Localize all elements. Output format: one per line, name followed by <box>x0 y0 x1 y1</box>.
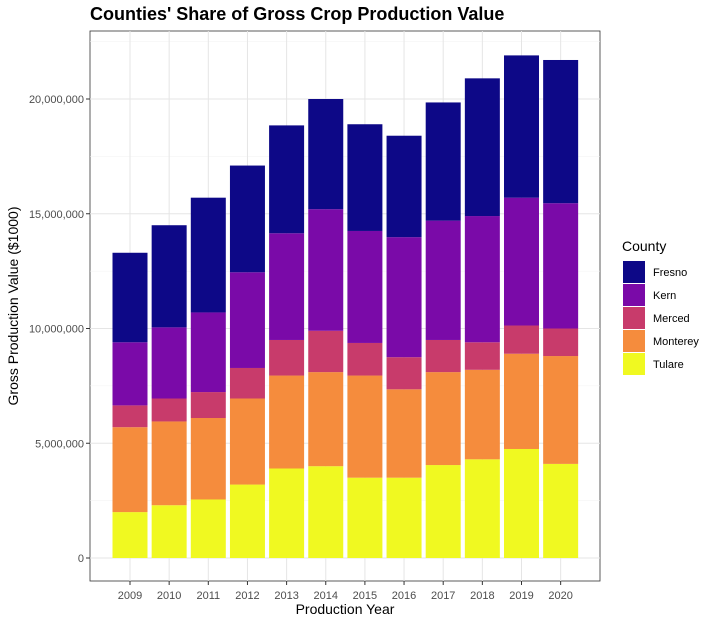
x-tick-label: 2012 <box>235 590 259 602</box>
x-tick-label: 2017 <box>431 590 455 602</box>
bar-kern-2009 <box>112 342 148 406</box>
bar-kern-2017 <box>425 220 461 340</box>
bar-tulare-2013 <box>269 468 305 558</box>
y-tick-label: 10,000,000 <box>29 324 84 336</box>
bar-kern-2015 <box>347 230 383 343</box>
legend-title: County <box>622 238 666 254</box>
x-tick-label: 2010 <box>157 590 181 602</box>
bar-monterey-2016 <box>386 389 422 478</box>
bar-tulare-2011 <box>190 499 226 558</box>
x-tick-label: 2019 <box>509 590 533 602</box>
bar-monterey-2009 <box>112 427 148 513</box>
bar-merced-2010 <box>151 398 187 422</box>
bar-fresno-2020 <box>543 59 579 204</box>
legend-label-monterey: Monterey <box>653 336 699 348</box>
y-tick-label: 5,000,000 <box>35 438 84 450</box>
bar-merced-2015 <box>347 342 383 376</box>
bar-merced-2012 <box>229 367 265 399</box>
bar-kern-2019 <box>504 197 539 326</box>
bar-kern-2013 <box>269 233 305 340</box>
bar-fresno-2019 <box>504 55 539 198</box>
legend-key-kern <box>623 284 645 306</box>
bar-merced-2013 <box>269 339 305 376</box>
bar-kern-2012 <box>229 272 265 368</box>
bar-kern-2016 <box>386 237 422 358</box>
bar-monterey-2011 <box>190 418 226 500</box>
x-tick-label: 2018 <box>470 590 494 602</box>
bar-merced-2017 <box>425 339 461 373</box>
bar-monterey-2013 <box>269 375 305 469</box>
bar-fresno-2012 <box>229 165 265 273</box>
bar-monterey-2010 <box>151 421 187 506</box>
bar-monterey-2017 <box>425 372 461 466</box>
legend-label-kern: Kern <box>653 290 676 302</box>
bar-merced-2019 <box>504 325 539 354</box>
bar-fresno-2014 <box>308 99 344 210</box>
bar-tulare-2019 <box>504 448 539 558</box>
x-axis: 2009 2010 2011 2012 2013 2014 2015 2016 2017 2018… <box>118 581 573 602</box>
x-tick-label: 2009 <box>118 590 142 602</box>
bar-kern-2010 <box>151 327 187 399</box>
bar-merced-2011 <box>190 392 226 419</box>
bar-merced-2020 <box>543 328 579 357</box>
legend-key-tulare <box>623 353 645 375</box>
bar-monterey-2019 <box>504 353 539 449</box>
x-tick-label: 2016 <box>392 590 416 602</box>
x-tick-label: 2014 <box>314 590 338 602</box>
bar-tulare-2009 <box>112 512 148 558</box>
bar-merced-2018 <box>464 342 500 370</box>
legend-key-fresno <box>623 261 645 283</box>
bar-monterey-2018 <box>464 369 500 460</box>
x-tick-label: 2011 <box>196 590 220 602</box>
bar-merced-2014 <box>308 330 344 373</box>
legend: County Fresno Kern Merced Monterey Tulare <box>622 238 699 375</box>
x-tick-label: 2020 <box>548 590 572 602</box>
legend-label-merced: Merced <box>653 313 690 325</box>
bar-tulare-2017 <box>425 465 461 558</box>
bar-fresno-2015 <box>347 124 383 231</box>
bar-fresno-2011 <box>190 197 226 313</box>
y-axis-title: Gross Production Value ($1000) <box>5 207 21 406</box>
bar-kern-2011 <box>190 312 226 393</box>
bar-monterey-2020 <box>543 356 579 464</box>
bar-tulare-2018 <box>464 459 500 558</box>
bar-tulare-2010 <box>151 505 187 558</box>
y-tick-label: 0 <box>78 553 84 565</box>
bar-fresno-2016 <box>386 135 422 238</box>
bar-tulare-2016 <box>386 477 422 558</box>
x-tick-label: 2015 <box>353 590 377 602</box>
bar-tulare-2020 <box>543 463 579 558</box>
bar-fresno-2017 <box>425 102 461 221</box>
bar-merced-2009 <box>112 405 148 428</box>
bar-kern-2014 <box>308 209 344 331</box>
legend-label-fresno: Fresno <box>653 267 687 279</box>
y-tick-label: 15,000,000 <box>29 209 84 221</box>
bar-tulare-2014 <box>308 466 344 558</box>
y-tick-label: 20,000,000 <box>29 94 84 106</box>
bars-layer <box>112 55 579 558</box>
bar-merced-2016 <box>386 357 422 390</box>
bar-fresno-2009 <box>112 252 148 343</box>
y-axis: 0 5,000,000 10,000,000 15,000,000 20,000,000 <box>29 94 90 565</box>
bar-fresno-2013 <box>269 125 305 234</box>
x-axis-title: Production Year <box>296 601 395 617</box>
legend-key-monterey <box>623 330 645 352</box>
bar-fresno-2010 <box>151 225 187 328</box>
chart-title: Counties' Share of Gross Crop Production… <box>90 4 504 24</box>
legend-label-tulare: Tulare <box>653 359 684 371</box>
bar-tulare-2015 <box>347 477 383 558</box>
bar-fresno-2018 <box>464 78 500 217</box>
bar-monterey-2014 <box>308 372 344 467</box>
bar-tulare-2012 <box>229 484 265 558</box>
bar-kern-2020 <box>543 203 579 329</box>
legend-key-merced <box>623 307 645 329</box>
bar-kern-2018 <box>464 216 500 343</box>
bar-monterey-2015 <box>347 375 383 478</box>
x-tick-label: 2013 <box>274 590 298 602</box>
bar-monterey-2012 <box>229 398 265 485</box>
